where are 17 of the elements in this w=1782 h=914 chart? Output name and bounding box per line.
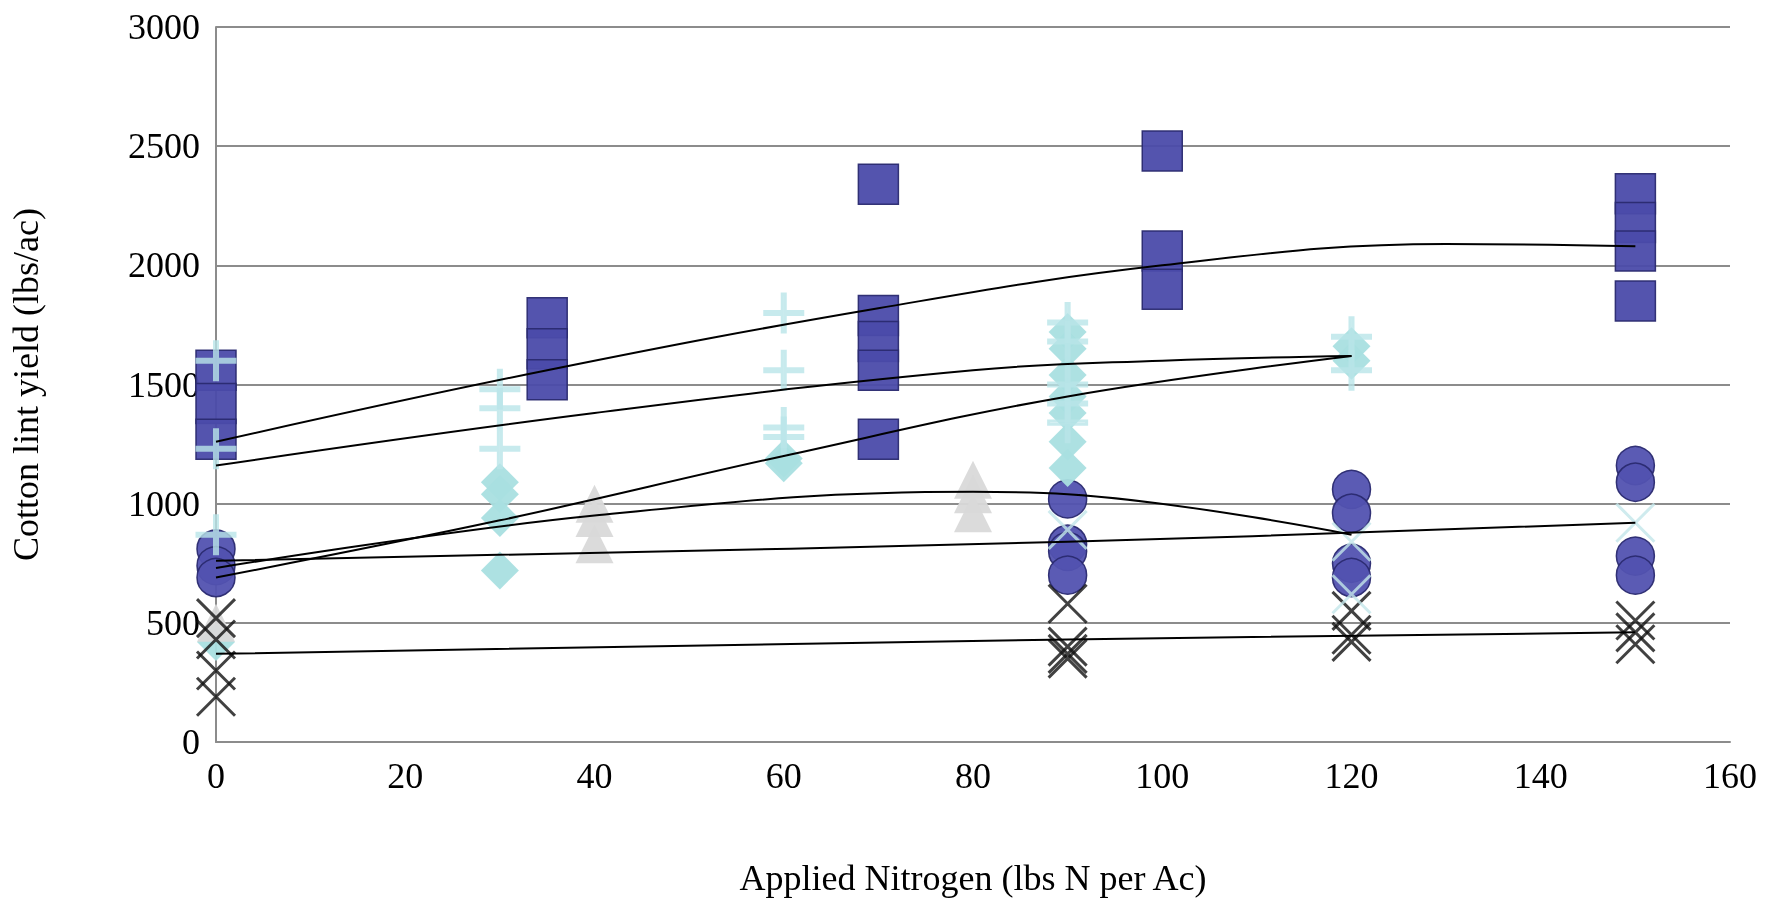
y-tick-label: 0: [182, 722, 200, 762]
x-tick-label: 60: [765, 756, 802, 796]
y-tick-label: 1000: [128, 483, 200, 524]
y-tick-label: 500: [146, 602, 200, 643]
x-tick-label: 120: [1324, 756, 1379, 796]
x-tick-label: 160: [1703, 756, 1757, 796]
x-tick-label: 100: [1135, 756, 1190, 796]
y-tick-label: 3000: [128, 7, 200, 47]
y-tick-label: 2000: [128, 245, 200, 286]
x-tick-label: 80: [955, 756, 991, 796]
x-axis-title: Applied Nitrogen (lbs N per Ac): [739, 858, 1207, 898]
y-axis-title: Cotton lint yield (lbs/ac): [6, 208, 46, 561]
x-tick-label: 0: [207, 756, 225, 796]
x-tick-label: 140: [1513, 756, 1568, 796]
x-tick-label: 20: [387, 756, 424, 796]
x-tick-label: 40: [576, 756, 613, 796]
y-tick-label: 2500: [128, 126, 200, 167]
